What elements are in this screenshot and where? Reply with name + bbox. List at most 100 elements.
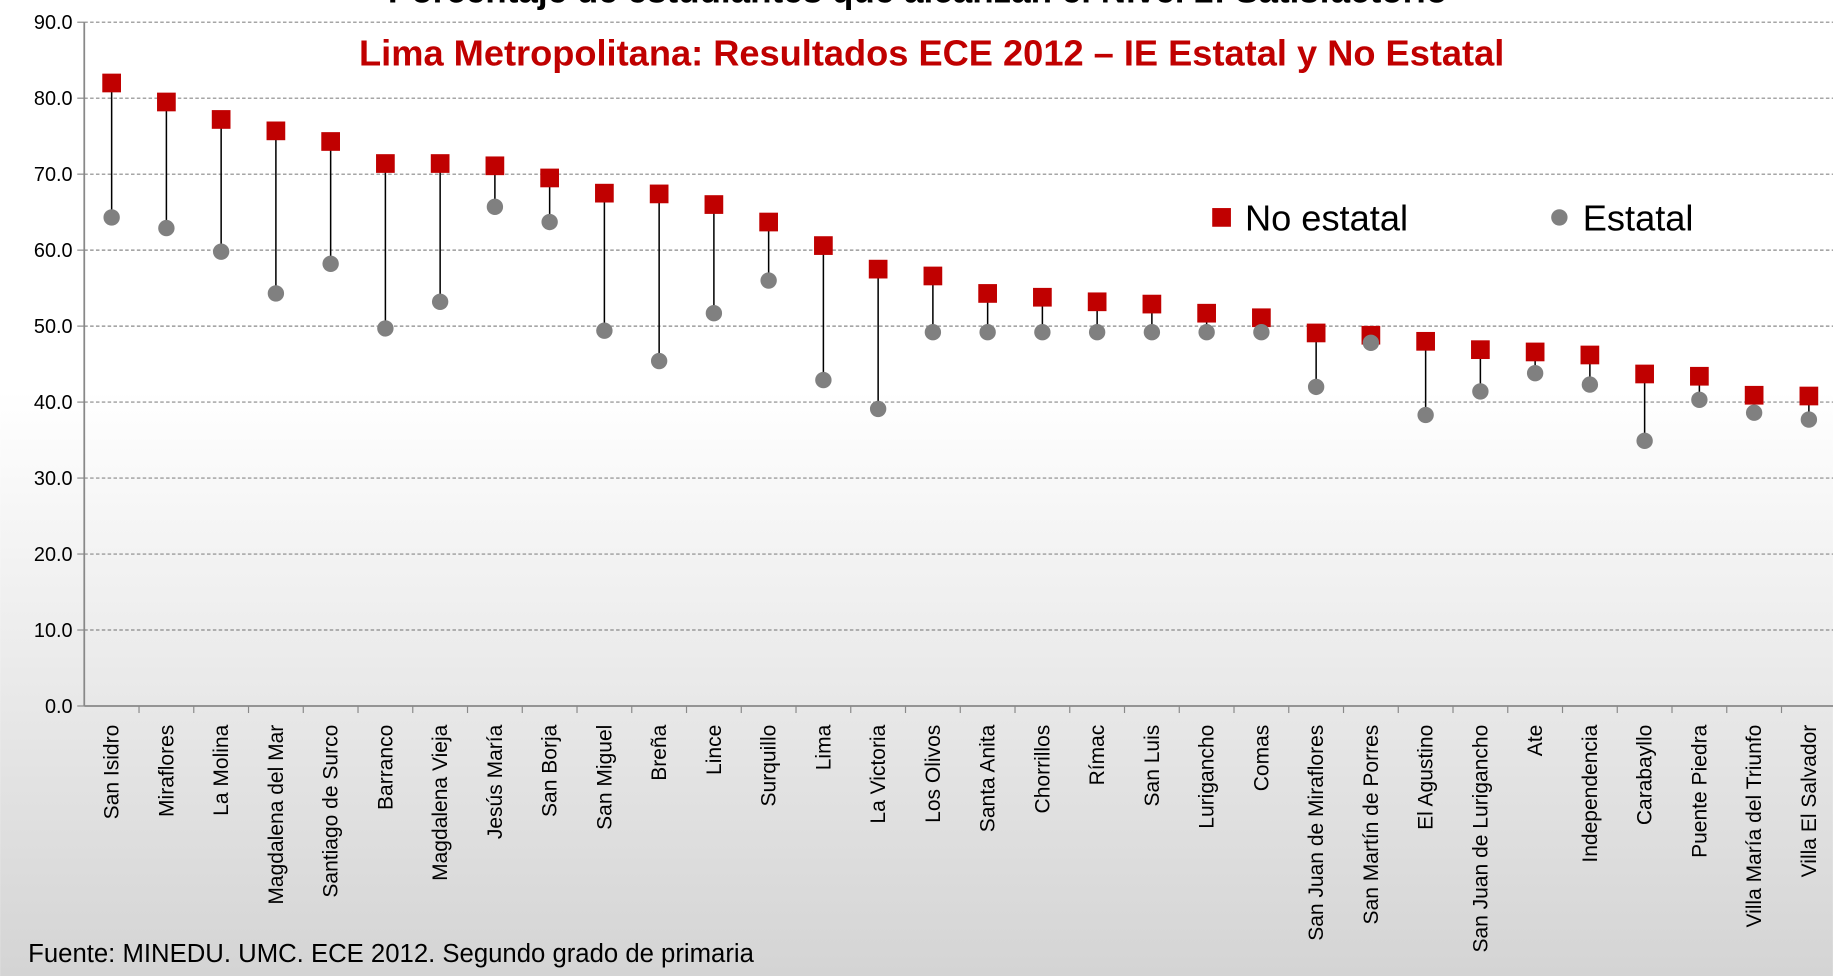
marker-square xyxy=(814,236,833,255)
marker-square xyxy=(1033,287,1052,307)
marker-square xyxy=(649,184,669,204)
marker-square xyxy=(102,73,121,93)
marker-circle xyxy=(1362,334,1380,352)
marker-circle xyxy=(924,324,942,341)
x-tick-label: Carabayllo xyxy=(1634,725,1657,825)
y-tick-label: 30.0 xyxy=(34,468,73,490)
y-tick-label: 10.0 xyxy=(34,620,73,642)
y-tick-label: 60.0 xyxy=(34,240,73,262)
x-tick-label: Los Olivos xyxy=(922,725,945,823)
marker-circle xyxy=(1526,365,1544,382)
marker-circle xyxy=(1472,383,1489,400)
x-tick-label: San Isidro xyxy=(101,725,124,820)
marker-circle xyxy=(1143,324,1161,341)
marker-square xyxy=(540,168,559,188)
marker-circle xyxy=(1636,432,1653,450)
marker-circle xyxy=(1253,324,1270,341)
marker-circle xyxy=(1034,324,1051,341)
x-tick-label: San Juan de Miraflores xyxy=(1305,725,1328,941)
x-tick-label: Comas xyxy=(1250,725,1273,792)
marker-circle xyxy=(979,324,996,341)
marker-square xyxy=(1142,294,1162,314)
marker-square xyxy=(868,259,888,279)
marker-circle xyxy=(103,209,120,226)
legend-marker xyxy=(1212,208,1231,227)
marker-circle xyxy=(158,219,175,237)
x-tick-label: San Borja xyxy=(539,724,562,817)
x-tick-label: San Martín de Porres xyxy=(1360,725,1383,925)
y-tick-label: 20.0 xyxy=(34,544,73,566)
marker-circle xyxy=(650,352,668,370)
y-tick-label: 90.0 xyxy=(34,12,73,34)
x-tick-label: La Victoria xyxy=(867,724,890,823)
chart-title: Porcentaje de estudiantes que alcanzan e… xyxy=(388,0,1448,10)
source-note: Fuente: MINEDU. UMC. ECE 2012. Segundo g… xyxy=(28,940,754,968)
y-tick-label: 70.0 xyxy=(34,164,73,186)
marker-square xyxy=(1580,345,1600,365)
marker-square xyxy=(376,154,395,173)
marker-square xyxy=(1690,366,1709,386)
x-tick-label: La Molina xyxy=(210,724,233,815)
marker-circle xyxy=(486,198,504,216)
marker-circle xyxy=(431,293,449,310)
marker-circle xyxy=(322,255,339,272)
marker-circle xyxy=(1307,378,1325,396)
y-tick-label: 80.0 xyxy=(34,88,73,110)
x-tick-label: Puente Piedra xyxy=(1688,724,1711,858)
marker-square xyxy=(704,195,724,214)
x-tick-label: Independencia xyxy=(1579,724,1602,862)
marker-circle xyxy=(377,320,394,337)
x-tick-label: Surquillo xyxy=(758,725,781,807)
y-tick-label: 50.0 xyxy=(34,316,73,338)
marker-square xyxy=(430,154,450,173)
marker-square xyxy=(1197,303,1216,323)
x-tick-label: Santa Anita xyxy=(977,724,1000,832)
marker-square xyxy=(923,266,943,286)
marker-square xyxy=(157,92,176,112)
marker-circle xyxy=(1745,404,1763,421)
x-tick-label: Rímac xyxy=(1086,725,1109,786)
x-tick-label: Santiago de Surco xyxy=(320,725,343,898)
x-tick-label: El Agustino xyxy=(1415,725,1438,830)
marker-square xyxy=(485,156,505,176)
marker-circle xyxy=(1088,324,1106,341)
x-tick-label: Villa El Salvador xyxy=(1798,725,1821,878)
marker-square xyxy=(595,183,614,203)
x-tick-label: Chorrillos xyxy=(1031,725,1054,814)
x-tick-label: Ate xyxy=(1524,725,1547,757)
x-tick-label: Villa María del Triunfo xyxy=(1743,725,1766,928)
chart-subtitle: Lima Metropolitana: Resultados ECE 2012 … xyxy=(359,32,1504,73)
x-tick-label: Lurigancho xyxy=(1196,725,1219,829)
x-tick-label: San Juan de Lurigancho xyxy=(1469,725,1492,953)
marker-square xyxy=(211,110,231,129)
marker-circle xyxy=(1198,324,1215,341)
x-tick-label: San Luis xyxy=(1141,725,1164,807)
marker-circle xyxy=(705,305,723,322)
legend-label: Estatal xyxy=(1583,197,1694,238)
x-tick-label: Lima xyxy=(812,724,835,770)
x-tick-label: Barranco xyxy=(374,725,397,810)
marker-circle xyxy=(541,213,558,231)
x-tick-label: Magdalena del Mar xyxy=(265,725,288,905)
x-tick-label: Lince xyxy=(703,725,726,775)
marker-square xyxy=(1416,331,1435,351)
x-tick-label: Breña xyxy=(648,724,671,780)
y-tick-label: 0.0 xyxy=(45,696,73,718)
marker-square xyxy=(1471,340,1490,360)
marker-circle xyxy=(212,243,230,260)
marker-square xyxy=(1252,308,1271,328)
marker-circle xyxy=(760,272,777,289)
marker-circle xyxy=(1417,406,1434,424)
legend-marker xyxy=(1551,209,1568,226)
marker-circle xyxy=(1691,391,1708,408)
x-tick-label: Jesús María xyxy=(484,724,507,839)
x-tick-label: Magdalena Vieja xyxy=(429,724,452,880)
marker-circle xyxy=(596,322,613,339)
legend-label: No estatal xyxy=(1245,197,1408,238)
marker-square xyxy=(1087,292,1107,312)
y-tick-label: 40.0 xyxy=(34,392,73,414)
x-tick-label: San Miguel xyxy=(593,725,616,830)
marker-square xyxy=(1306,323,1326,343)
marker-circle xyxy=(1581,376,1599,393)
